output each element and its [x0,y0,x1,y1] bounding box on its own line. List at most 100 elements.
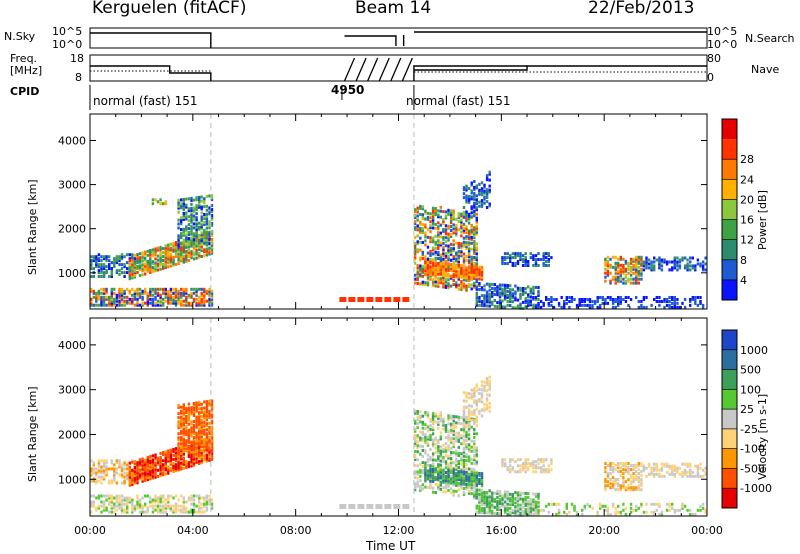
velocity-cell [442,423,445,427]
velocity-cell [452,443,455,447]
velocity-cell [473,490,476,494]
power-cell [519,306,522,310]
velocity-cell [617,482,620,486]
power-cell [457,257,460,261]
power-4950-cell [384,297,392,302]
power-cell [182,227,185,231]
velocity-cell [203,450,206,454]
velocity-cell [195,437,198,441]
velocity-cell [452,437,455,441]
velocity-cell [182,421,185,425]
velocity-cell [162,508,165,512]
velocity-cell [421,471,424,475]
power-cell [480,267,484,271]
power-cell [519,294,522,298]
velocity-cell [159,496,162,500]
velocity-cell [527,496,530,500]
power-cell [467,253,471,257]
velocity-cell [619,484,622,488]
velocity-cell [640,504,643,508]
power-cell [460,226,463,230]
power-cell [609,281,612,285]
power-cell [419,266,422,270]
velocity-cell [465,417,468,421]
power-cell [190,291,193,295]
velocity-cell [429,475,432,479]
power-cell [190,210,193,214]
velocity-cell [691,470,694,474]
power-cell [128,275,131,279]
velocity-cell [437,457,440,461]
power-cell [514,290,517,294]
velocity-cell [164,504,167,508]
power-cell [673,305,676,309]
velocity-cell [92,500,95,504]
power-cell [704,268,707,272]
power-cell [416,266,419,270]
velocity-cell [527,500,530,504]
power-cell [473,197,476,201]
velocity-cell [696,472,700,476]
velocity-cell [205,440,209,444]
velocity-cell [609,486,612,490]
velocity-cell [460,484,463,488]
velocity-cell [606,512,610,516]
power-cell [151,202,155,206]
power-cell [475,230,478,234]
velocity-cell [462,407,466,411]
power-cell [635,275,638,279]
velocity-cell [136,469,139,473]
power-cell [162,303,165,307]
velocity-cell [133,504,137,508]
velocity-cell [614,464,617,467]
velocity-cell [519,464,522,468]
power-cell [192,297,196,301]
velocity-cell [629,480,633,484]
power-cell [164,200,167,204]
velocity-cell [455,483,458,487]
power-cell [617,261,620,265]
power-cell [156,258,160,262]
power-cell [421,207,424,211]
power-cell [151,198,155,202]
power-cell [177,202,180,206]
power-cell [501,291,504,295]
power-cell [159,267,162,271]
velocity-cell [169,504,173,508]
power-cell [198,245,201,249]
power-cell [485,188,489,192]
freq-series-line-late [413,65,707,71]
velocity-cell [503,508,507,512]
velocity-cell [460,474,463,478]
power-cell [485,192,489,196]
power-cell [190,250,193,254]
velocity-cell [691,474,694,478]
velocity-cell [200,496,203,500]
velocity-cell [473,442,476,445]
velocity-cell [640,474,643,478]
power-cell [144,258,147,262]
velocity-cell [128,471,131,475]
power-cell [683,305,687,309]
power-cell [478,299,481,303]
power-cell [169,297,173,301]
power-cell [439,215,442,219]
power-cell [105,295,108,299]
velocity-cell [136,475,139,479]
power-cell [162,264,165,268]
velocity-cell [426,469,430,473]
power-cell [133,253,137,257]
power-cell [156,293,160,297]
velocity-cell [611,476,615,480]
velocity-cell [208,415,211,419]
velocity-cell [532,506,535,510]
power-cell [185,257,188,261]
power-cell [205,238,209,242]
velocity-cell [501,498,504,502]
power-cell [208,301,211,305]
velocity-cell [136,506,139,510]
power-cell [424,265,427,269]
velocity-cell [431,420,435,424]
power-cell [195,252,198,256]
date-title: 22/Feb/2013 [588,0,695,18]
